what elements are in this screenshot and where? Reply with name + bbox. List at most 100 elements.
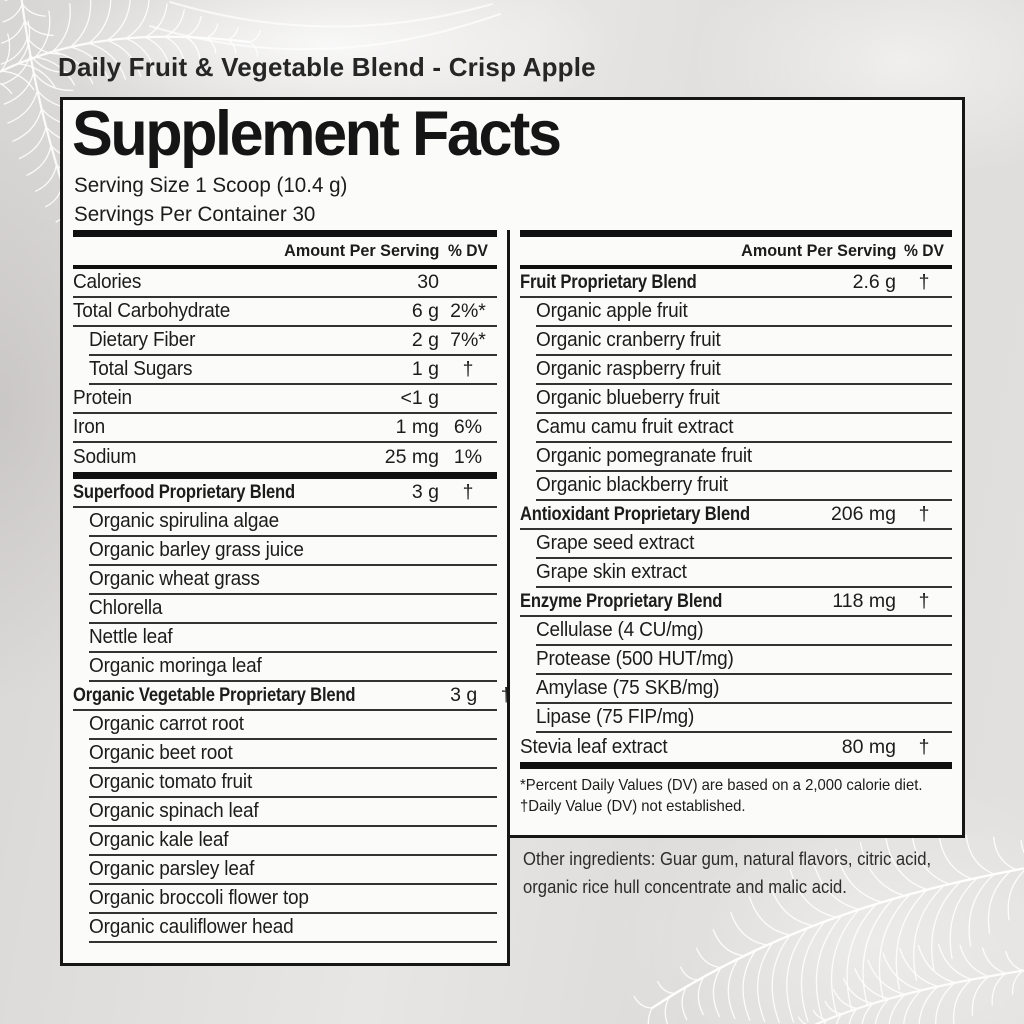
divider-thick (520, 230, 952, 237)
swirl-arcs-icon (149, 1, 501, 51)
supplement-row: Amylase (75 SKB/mg) (536, 675, 952, 704)
ingredient-label: Organic Vegetable Proprietary Blend (73, 684, 356, 706)
ingredient-label: Dietary Fiber (89, 329, 196, 351)
other-ingredients: Other ingredients: Guar gum, natural fla… (523, 848, 932, 897)
supplement-row: Organic cranberry fruit (536, 327, 952, 356)
ingredient-label: Stevia leaf extract (520, 736, 668, 758)
divider-thick (520, 762, 952, 769)
ingredient-label: Organic broccoli flower top (89, 887, 309, 909)
footnotes: *Percent Daily Values (DV) are based on … (520, 775, 952, 817)
supplement-row: Organic blueberry fruit (536, 385, 952, 414)
ingredient-label: Organic spirulina algae (89, 510, 279, 532)
supplement-row: Organic carrot root (89, 711, 497, 740)
ingredient-label: Fruit Proprietary Blend (520, 271, 697, 293)
divider-thick (73, 472, 497, 479)
daily-value: 2%* (450, 300, 486, 322)
ingredient-label: Amylase (75 SKB/mg) (536, 677, 720, 699)
amount-value: 3 g (450, 684, 478, 706)
amount-value: 1 g (411, 358, 439, 380)
ingredient-label: Organic wheat grass (89, 568, 260, 590)
daily-value: † (918, 271, 930, 293)
supplement-row: Organic kale leaf (89, 827, 497, 856)
supplement-row: Chlorella (89, 595, 497, 624)
ingredient-label: Organic parsley leaf (89, 858, 255, 880)
ingredient-label: Organic raspberry fruit (536, 358, 721, 380)
ingredient-label: Protease (500 HUT/mg) (536, 648, 734, 670)
left-rows-container: Calories 30 Total Carbohydrate 6 g 2%* Dietar… (63, 269, 512, 943)
ingredient-label: Camu camu fruit extract (536, 416, 734, 438)
supplement-row: Antioxidant Proprietary Blend 206 mg † (520, 501, 952, 530)
amount-value: 25 mg (384, 446, 439, 468)
supplement-row: Iron 1 mg 6% (73, 414, 497, 443)
servings-per-container: Servings Per Container 30 (74, 203, 316, 227)
panel-title: Supplement Facts (72, 99, 562, 169)
supplement-row: Organic spirulina algae (89, 508, 497, 537)
supplement-row: Lipase (75 FIP/mg) (536, 704, 952, 733)
footnote-line: †Daily Value (DV) not established. (520, 798, 746, 815)
percent-dv-header: % DV (904, 241, 944, 260)
ingredient-label: Organic pomegranate fruit (536, 445, 752, 467)
supplement-row: Organic raspberry fruit (536, 356, 952, 385)
left-column-header: Amount Per Serving % DV (73, 237, 497, 265)
supplement-row: Organic blackberry fruit (536, 472, 952, 501)
ingredient-label: Organic spinach leaf (89, 800, 259, 822)
amount-value: 118 mg (832, 590, 896, 612)
supplement-row: Cellulase (4 CU/mg) (536, 617, 952, 646)
ingredient-label: Organic beet root (89, 742, 233, 764)
amount-per-serving-header: Amount Per Serving (283, 241, 439, 260)
supplement-row: Fruit Proprietary Blend 2.6 g † (520, 269, 952, 298)
ingredient-label: Organic apple fruit (536, 300, 688, 322)
daily-value: 6% (453, 416, 483, 438)
daily-value: 1% (453, 446, 483, 468)
footnote-line: *Percent Daily Values (DV) are based on … (520, 777, 923, 794)
daily-value: † (462, 358, 474, 380)
supplement-row: Organic cauliflower head (89, 914, 497, 943)
nutrition-left-column: Amount Per Serving % DV Calories 30 Total … (60, 230, 512, 966)
supplement-row: Organic barley grass juice (89, 537, 497, 566)
supplement-row: Total Carbohydrate 6 g 2%* (73, 298, 497, 327)
supplement-row: Organic spinach leaf (89, 798, 497, 827)
amount-value: <1 g (400, 387, 440, 409)
supplement-row: Total Sugars 1 g † (89, 356, 497, 385)
ingredient-label: Superfood Proprietary Blend (73, 481, 295, 503)
supplement-row: Organic apple fruit (536, 298, 952, 327)
supplement-row: Grape skin extract (536, 559, 952, 588)
supplement-row: Grape seed extract (536, 530, 952, 559)
supplement-row: Protease (500 HUT/mg) (536, 646, 952, 675)
ingredient-label: Nettle leaf (89, 626, 173, 648)
supplement-row: Organic beet root (89, 740, 497, 769)
supplement-row: Organic pomegranate fruit (536, 443, 952, 472)
ingredient-label: Protein (73, 387, 132, 409)
ingredient-label: Sodium (73, 446, 137, 468)
serving-size: Serving Size 1 Scoop (10.4 g) (74, 174, 348, 198)
ingredient-label: Iron (73, 416, 105, 438)
supplement-row: Superfood Proprietary Blend 3 g † (73, 479, 497, 508)
ingredient-label: Chlorella (89, 597, 163, 619)
amount-per-serving-header: Amount Per Serving (740, 241, 896, 260)
right-rows-container: Fruit Proprietary Blend 2.6 g † Organic app… (510, 269, 962, 769)
amount-value: 80 mg (841, 736, 896, 758)
nutrition-right-column: Amount Per Serving % DV Fruit Proprietar… (510, 230, 965, 838)
daily-value: † (918, 736, 930, 758)
ingredient-label: Organic cranberry fruit (536, 329, 721, 351)
ingredient-label: Organic blueberry fruit (536, 387, 720, 409)
supplement-row: Organic wheat grass (89, 566, 497, 595)
right-column-header: Amount Per Serving % DV (520, 237, 952, 265)
supplement-row: Organic parsley leaf (89, 856, 497, 885)
supplement-row: Organic Vegetable Proprietary Blend 3 g † (73, 682, 512, 711)
amount-value: 6 g (411, 300, 439, 322)
supplement-row: Camu camu fruit extract (536, 414, 952, 443)
supplement-row: Organic tomato fruit (89, 769, 497, 798)
daily-value: 7%* (450, 329, 486, 351)
percent-dv-header: % DV (448, 241, 488, 260)
divider-thick (73, 230, 497, 237)
daily-value: † (462, 481, 474, 503)
daily-value: † (500, 684, 512, 706)
amount-value: 206 mg (830, 503, 896, 525)
supplement-row: Enzyme Proprietary Blend 118 mg † (520, 588, 952, 617)
ingredient-label: Cellulase (4 CU/mg) (536, 619, 704, 641)
supplement-row: Organic broccoli flower top (89, 885, 497, 914)
supplement-row: Sodium 25 mg 1% (73, 443, 497, 472)
ingredient-label: Organic carrot root (89, 713, 244, 735)
